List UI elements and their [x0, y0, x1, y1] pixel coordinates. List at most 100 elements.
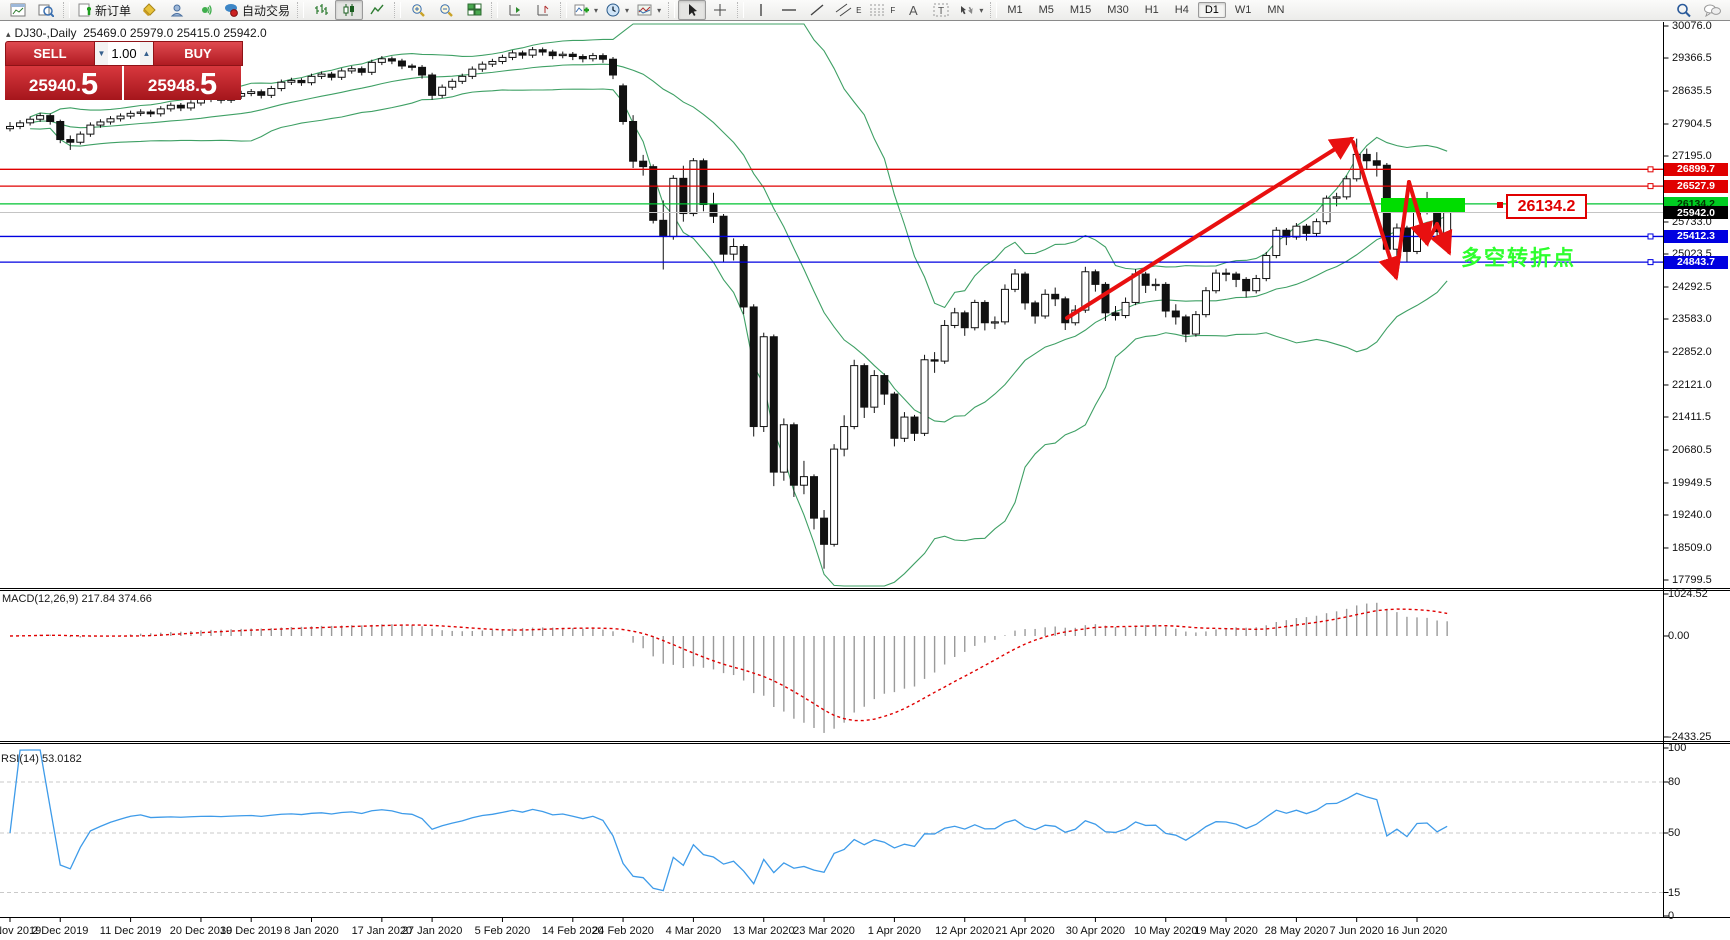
volume-increase-button[interactable]: ▲ [140, 42, 153, 65]
market-watch-icon[interactable] [32, 0, 60, 20]
date-axis-label: 14 Feb 2020 [541, 925, 604, 937]
crosshair-icon[interactable] [706, 0, 734, 20]
arrows-icon[interactable]: ▾ [955, 0, 987, 20]
autotrade-label: 自动交易 [242, 3, 291, 18]
date-axis-label: 20 Dec 2019 [169, 925, 233, 937]
toolbar-separator [990, 2, 998, 18]
bar-chart-icon[interactable] [307, 0, 335, 20]
line-chart-icon[interactable] [363, 0, 391, 20]
date-axis-label: 17 Jan 2020 [351, 925, 413, 937]
date-axis-label: 13 Mar 2020 [732, 925, 795, 937]
zoom-in-icon[interactable] [404, 0, 432, 20]
date-axis-label: 10 May 2020 [1133, 925, 1198, 937]
fibo-sub-label: F [890, 5, 896, 15]
templates-icon[interactable]: ▾ [633, 0, 665, 20]
search-icon[interactable] [1670, 0, 1698, 20]
cursor-icon[interactable] [678, 0, 707, 20]
fibonacci-icon[interactable]: F [865, 0, 899, 20]
timeframe-m30[interactable]: M30 [1107, 4, 1129, 16]
price-axis-tick: 19949.5 [1672, 476, 1712, 489]
sell-button[interactable]: SELL [5, 41, 95, 66]
toolbar: 新订单 自动交易 [0, 0, 1730, 21]
price-axis-tick: 19240.0 [1672, 508, 1712, 521]
buy-button[interactable]: BUY [153, 41, 243, 66]
equidistant-channel-icon[interactable]: E [831, 0, 865, 20]
volume-input[interactable]: 1.00 [111, 46, 137, 61]
macd-axis-tick: -2433.25 [1668, 730, 1712, 743]
horizontal-line-icon[interactable] [775, 0, 803, 20]
chart-shift-icon[interactable] [529, 0, 557, 20]
price-axis-tick: 27904.5 [1672, 117, 1712, 130]
rsi-axis-tick: 50 [1668, 827, 1681, 839]
timeframe-w1[interactable]: W1 [1234, 4, 1252, 16]
date-axis-label: 11 Dec 2019 [99, 925, 162, 937]
date-axis-label: 30 Apr 2020 [1065, 925, 1126, 937]
vertical-line-icon[interactable] [747, 0, 775, 20]
timeframe-d1[interactable]: D1 [1197, 2, 1226, 18]
chart-window-icon[interactable] [4, 0, 32, 20]
price-tag: 26527.9 [1664, 179, 1728, 193]
timeframe-m1[interactable]: M1 [1007, 4, 1023, 16]
periods-icon[interactable]: ▾ [602, 0, 633, 20]
chart-style-icon[interactable] [135, 0, 163, 20]
trendline-icon[interactable] [803, 0, 831, 20]
sell-price-button[interactable]: 25940. 5 [5, 66, 122, 100]
date-axis-label: 7 Jun 2020 [1329, 925, 1384, 937]
buy-price-button[interactable]: 25948. 5 [124, 66, 241, 100]
text-label-icon[interactable]: T [927, 0, 955, 20]
macd-axis-tick: 1024.52 [1668, 588, 1708, 600]
macd-indicator-label: MACD(12,26,9) 217.84 374.66 [2, 593, 152, 605]
date-axis-label: 30 Dec 2019 [219, 925, 283, 937]
price-axis-tick: 22121.0 [1672, 378, 1712, 391]
price-tag: 24843.7 [1664, 255, 1728, 269]
date-axis-label: 16 Jun 2020 [1386, 925, 1448, 937]
rsi-axis-tick: 15 [1668, 886, 1681, 899]
price-axis-tick: 29366.5 [1672, 52, 1712, 65]
pivot-annotation-text[interactable]: 多空转折点 [1461, 247, 1576, 270]
signals-icon[interactable] [191, 0, 219, 20]
buy-price-int: 25948 [147, 76, 196, 95]
price-axis-tick: 18509.0 [1672, 541, 1712, 554]
zoom-out-icon[interactable] [432, 0, 460, 20]
symbol-period-label: DJ30-,Daily [14, 26, 77, 40]
one-click-collapse-icon[interactable]: ▴ [6, 29, 11, 39]
price-axis-tick: 24292.5 [1672, 280, 1712, 293]
timeframe-m5[interactable]: M5 [1038, 4, 1054, 16]
dropdown-arrow-icon: ▾ [594, 5, 599, 15]
date-axis-label: 19 May 2020 [1194, 925, 1258, 937]
profile-icon[interactable] [163, 0, 191, 20]
date-axis-label: 24 Feb 2020 [592, 925, 654, 937]
indicators-icon[interactable]: ▾ [570, 0, 602, 20]
timeframe-m15[interactable]: M15 [1069, 4, 1092, 16]
sell-price-dot: . [76, 76, 81, 95]
date-axis-label: 27 Jan 2020 [401, 925, 463, 937]
volume-decrease-button[interactable]: ▼ [95, 42, 108, 65]
auto-scroll-icon[interactable] [501, 0, 529, 20]
toolbar-separator [297, 2, 305, 18]
chat-icon[interactable] [1698, 0, 1726, 20]
autotrade-button[interactable]: 自动交易 [219, 0, 294, 20]
sell-price-dec: 5 [80, 66, 99, 101]
chart-title: ▴ DJ30-,Daily 25469.0 25979.0 25415.0 259… [6, 26, 267, 40]
svg-text:T: T [938, 6, 944, 17]
tile-windows-icon[interactable] [460, 0, 488, 20]
date-axis-label: 4 Mar 2020 [665, 925, 722, 937]
price-callout-label[interactable]: 26134.2 [1506, 194, 1587, 219]
price-tag: 25942.0 [1664, 206, 1728, 220]
timeframe-h1[interactable]: H1 [1144, 4, 1159, 16]
price-axis-tick: 22852.0 [1672, 345, 1712, 358]
timeframe-h4[interactable]: H4 [1174, 4, 1189, 16]
toolbar-separator [491, 2, 499, 18]
timeframe-mn[interactable]: MN [1267, 4, 1285, 16]
new-order-button[interactable]: 新订单 [73, 0, 135, 20]
toolbar-separator [668, 2, 676, 18]
date-axis-label: 5 Feb 2020 [474, 925, 531, 937]
text-icon[interactable]: A [899, 0, 927, 20]
ohlc-values: 25469.0 25979.0 25415.0 25942.0 [83, 26, 267, 40]
date-axis-label: 21 Apr 2020 [995, 925, 1055, 937]
price-axis-tick: 30076.0 [1672, 20, 1712, 32]
candle-chart-icon[interactable] [335, 0, 364, 20]
new-order-label: 新订单 [95, 3, 132, 18]
price-axis-tick: 28635.5 [1672, 85, 1712, 97]
